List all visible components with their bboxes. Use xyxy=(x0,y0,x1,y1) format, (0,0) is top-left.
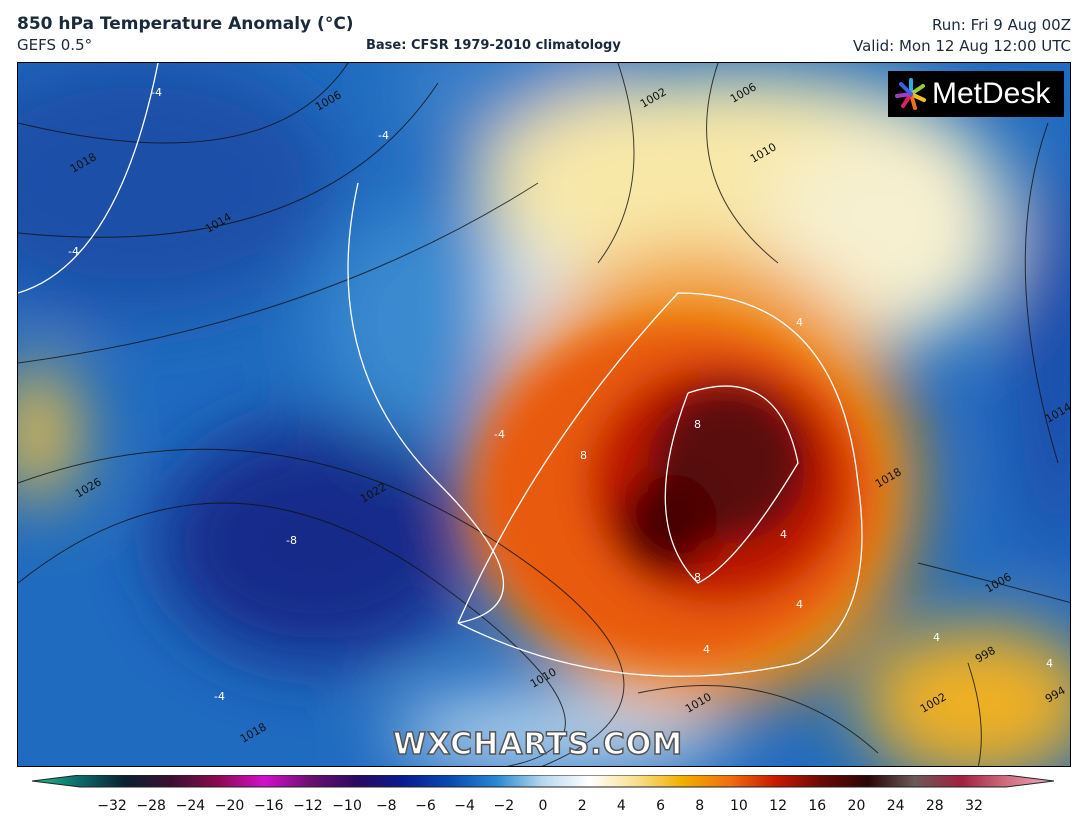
colorbar-tick-label: −8 xyxy=(375,798,397,814)
anomaly-label: 4 xyxy=(1046,657,1053,670)
colorbar-tick-label: 20 xyxy=(847,798,866,814)
watermark: WXCHARTS.COM xyxy=(392,726,684,763)
anomaly-label: 4 xyxy=(933,631,940,644)
anomaly-label: 8 xyxy=(694,418,701,431)
run-time: Run: Fri 9 Aug 00Z xyxy=(932,16,1071,34)
colorbar-tick-label: 4 xyxy=(616,798,626,814)
anomaly-label: 8 xyxy=(580,449,587,462)
anomaly-label: 4 xyxy=(703,643,710,656)
colorbar-tick-label: −20 xyxy=(214,798,245,814)
colorbar-tick-label: −6 xyxy=(415,798,436,814)
colorbar-tick-label: −10 xyxy=(332,798,362,814)
anomaly-label: 4 xyxy=(780,528,787,541)
colorbar-tick-label: 28 xyxy=(925,798,944,814)
anomaly-label: -4 xyxy=(214,690,225,703)
colorbar-tick-label: −16 xyxy=(253,798,284,814)
metdesk-burst-icon xyxy=(895,78,926,110)
colorbar-tick-label: −4 xyxy=(454,798,475,814)
anomaly-label: -8 xyxy=(286,534,297,547)
colorbar-tick-label: −12 xyxy=(293,798,323,814)
anomaly-map: 1006 1002 1006 1018 1014 1010 1026 1022 1018 1014… xyxy=(17,62,1071,767)
model-label: GEFS 0.5° xyxy=(17,36,93,54)
anomaly-label: -4 xyxy=(494,428,505,441)
colorbar-tick-label: 2 xyxy=(577,798,587,814)
anomaly-label: -4 xyxy=(151,86,162,99)
chart-title: 850 hPa Temperature Anomaly (°C) xyxy=(17,14,354,34)
colorbar-tick-label: 8 xyxy=(695,798,705,814)
colorbar-tick-label: 32 xyxy=(965,798,983,814)
colorbar-tick-label: 12 xyxy=(769,798,787,814)
anomaly-contours xyxy=(18,63,863,677)
colorbar-tick-label: −2 xyxy=(493,798,515,814)
colorbar-tick-label: 24 xyxy=(886,798,905,814)
colorbar-tick-label: 6 xyxy=(656,798,665,814)
isobars xyxy=(18,63,1070,766)
anomaly-label: -4 xyxy=(68,245,79,258)
valid-time: Valid: Mon 12 Aug 12:00 UTC xyxy=(852,37,1071,55)
colorbar-tick-label: 16 xyxy=(808,798,827,814)
colorbar xyxy=(32,775,1054,788)
colorbar-tick-label: 10 xyxy=(729,798,748,814)
colorbar-tick-label: −32 xyxy=(97,798,127,814)
logo-text: MetDesk xyxy=(932,77,1051,110)
climatology-base: Base: CFSR 1979-2010 climatology xyxy=(366,38,621,53)
anomaly-label: 8 xyxy=(694,571,701,584)
colorbar-tick-label: −24 xyxy=(175,798,206,814)
colorbar-tick-label: 0 xyxy=(538,798,548,814)
metdesk-logo: MetDesk xyxy=(888,71,1064,117)
anomaly-label: 4 xyxy=(796,316,803,329)
anomaly-label: -4 xyxy=(378,129,389,142)
anomaly-label: 4 xyxy=(796,598,803,611)
colorbar-tick-label: −28 xyxy=(136,798,166,814)
